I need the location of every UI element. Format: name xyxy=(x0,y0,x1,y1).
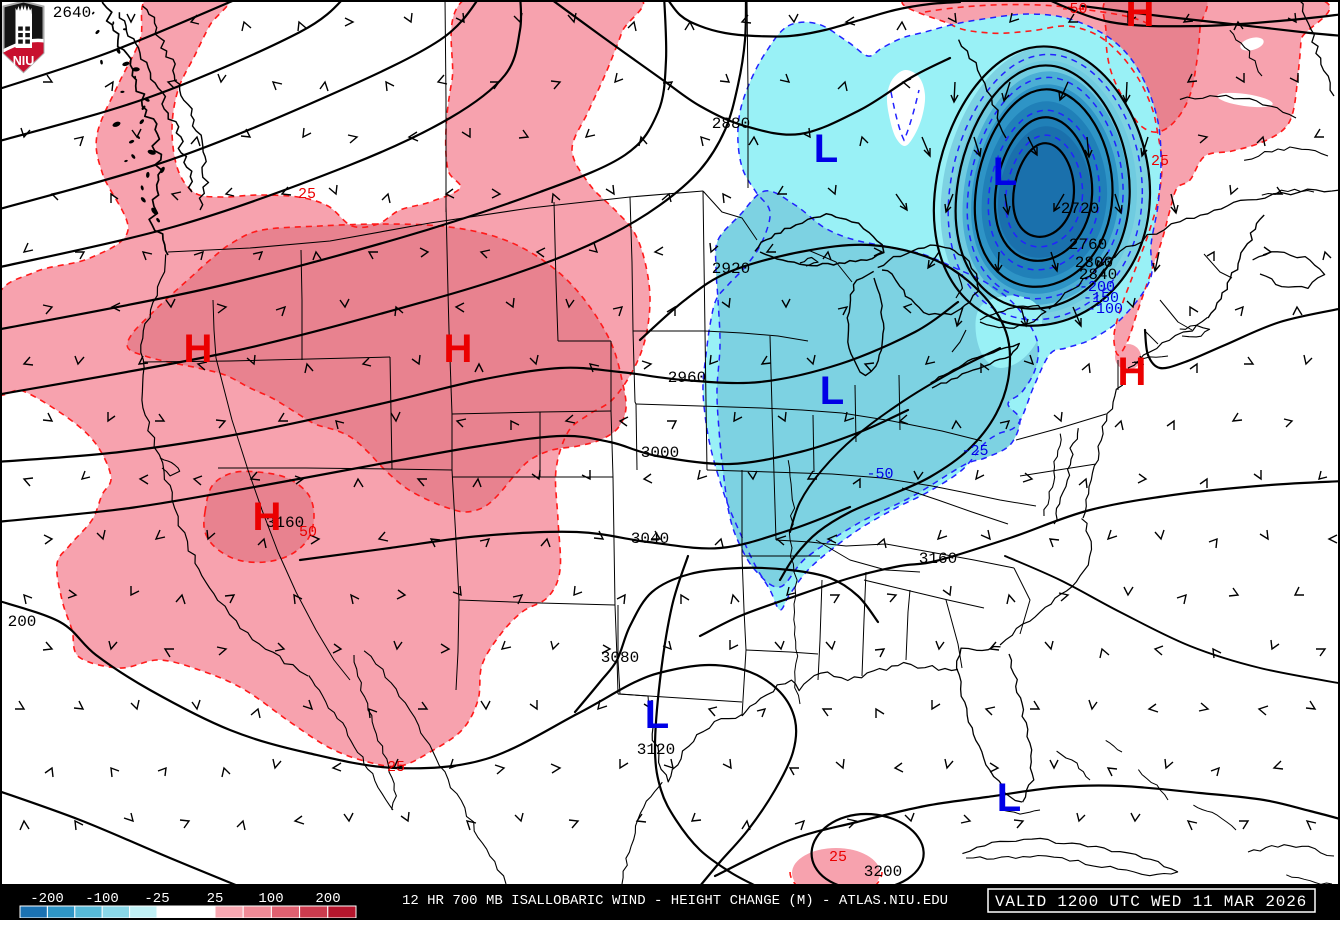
svg-text:-150: -150 xyxy=(1083,290,1119,307)
svg-text:2880: 2880 xyxy=(712,115,750,133)
svg-text:100: 100 xyxy=(258,891,283,907)
svg-text:-25: -25 xyxy=(144,891,169,907)
svg-text:3040: 3040 xyxy=(631,530,669,548)
svg-text:H: H xyxy=(253,495,282,539)
svg-text:L: L xyxy=(814,127,838,171)
svg-text:H: H xyxy=(1126,0,1155,35)
svg-text:-200: -200 xyxy=(30,891,64,907)
svg-text:-25: -25 xyxy=(961,443,988,460)
svg-text:L: L xyxy=(820,369,844,413)
svg-text:25: 25 xyxy=(1151,153,1169,170)
svg-text:3160: 3160 xyxy=(919,550,957,568)
svg-text:25: 25 xyxy=(207,891,224,907)
svg-text:L: L xyxy=(645,693,669,737)
svg-text:-100: -100 xyxy=(85,891,119,907)
svg-text:-100: -100 xyxy=(1087,301,1123,318)
svg-text:VALID 1200 UTC WED 11 MAR 2026: VALID 1200 UTC WED 11 MAR 2026 xyxy=(995,893,1307,911)
svg-text:H: H xyxy=(444,327,473,371)
svg-text:3200: 3200 xyxy=(864,863,902,881)
svg-text:25: 25 xyxy=(387,759,405,776)
svg-text:2960: 2960 xyxy=(668,369,706,387)
svg-text:NIU: NIU xyxy=(13,54,35,68)
svg-text:50: 50 xyxy=(299,524,317,541)
svg-text:L: L xyxy=(993,150,1017,194)
svg-text:2920: 2920 xyxy=(712,260,750,278)
svg-text:H: H xyxy=(1118,350,1147,394)
svg-text:L: L xyxy=(997,776,1021,820)
svg-text:25: 25 xyxy=(298,186,316,203)
svg-text:-50: -50 xyxy=(1060,1,1087,18)
svg-text:3080: 3080 xyxy=(601,649,639,667)
svg-text:25: 25 xyxy=(829,849,847,866)
svg-text:2760: 2760 xyxy=(1069,236,1107,254)
svg-text:12 HR 700 MB ISALLOBARIC WIND: 12 HR 700 MB ISALLOBARIC WIND - HEIGHT C… xyxy=(402,893,948,909)
svg-text:2840: 2840 xyxy=(1079,266,1117,284)
svg-text:2720: 2720 xyxy=(1061,200,1099,218)
svg-text:3000: 3000 xyxy=(641,444,679,462)
svg-text:200: 200 xyxy=(8,613,37,631)
svg-text:-200: -200 xyxy=(1079,279,1115,296)
svg-text:3120: 3120 xyxy=(637,741,675,759)
svg-text:-50: -50 xyxy=(866,466,893,483)
svg-text:3160: 3160 xyxy=(266,514,304,532)
svg-text:2800: 2800 xyxy=(1075,254,1113,272)
svg-text:200: 200 xyxy=(315,891,340,907)
svg-text:H: H xyxy=(184,327,213,371)
svg-text:2640: 2640 xyxy=(53,4,91,22)
